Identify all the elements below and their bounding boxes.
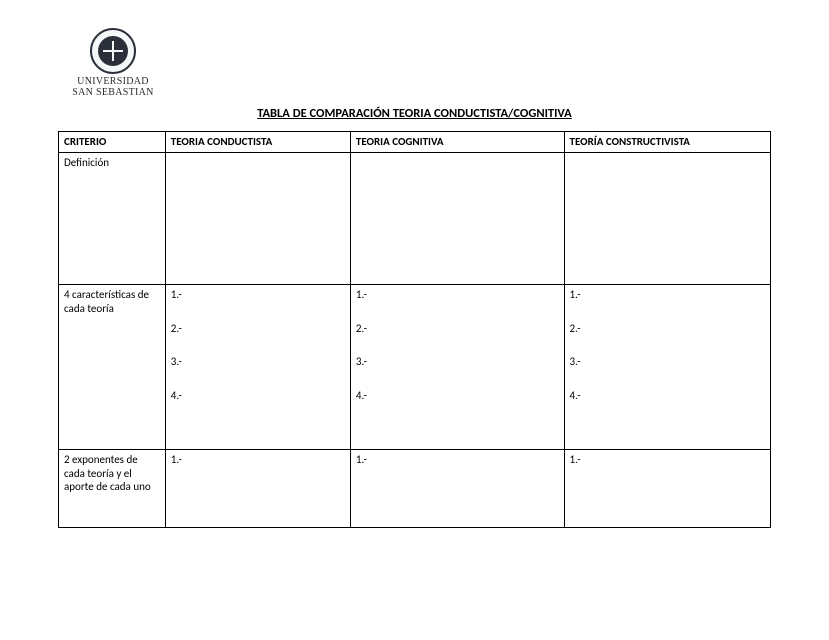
cell-criterio-exponentes: 2 exponentes de cada teoría y el aporte … xyxy=(59,449,166,527)
university-name: UNIVERSIDAD SAN SEBASTIAN xyxy=(72,76,153,98)
university-seal-icon xyxy=(90,28,136,74)
list-item: 2.- xyxy=(356,322,559,336)
list-item: 2.- xyxy=(171,322,345,336)
cell-criterio-caracteristicas: 4 características de cada teoría xyxy=(59,284,166,449)
list-item: 4.- xyxy=(570,389,766,403)
cell-car-constructivista: 1.- 2.- 3.- 4.- xyxy=(564,284,771,449)
table-row: 2 exponentes de cada teoría y el aporte … xyxy=(59,449,771,527)
university-logo-block: UNIVERSIDAD SAN SEBASTIAN xyxy=(58,28,168,98)
col-header-cognitiva: TEORIA COGNITIVA xyxy=(350,132,564,153)
list-item: 3.- xyxy=(570,355,766,369)
table-row: 4 características de cada teoría 1.- 2.-… xyxy=(59,284,771,449)
col-header-criterio: CRITERIO xyxy=(59,132,166,153)
cell-car-cognitiva: 1.- 2.- 3.- 4.- xyxy=(350,284,564,449)
cell-exp-constructivista: 1.- xyxy=(564,449,771,527)
list-item: 3.- xyxy=(171,355,345,369)
list-item: 1.- xyxy=(356,288,559,302)
list-item: 4.- xyxy=(356,389,559,403)
cell-criterio-definicion: Definición xyxy=(59,152,166,284)
comparison-table: CRITERIO TEORIA CONDUCTISTA TEORIA COGNI… xyxy=(58,131,771,528)
cell-def-conductista xyxy=(165,152,350,284)
cell-exp-cognitiva: 1.- xyxy=(350,449,564,527)
document-page: UNIVERSIDAD SAN SEBASTIAN TABLA DE COMPA… xyxy=(0,0,829,548)
col-header-conductista: TEORIA CONDUCTISTA xyxy=(165,132,350,153)
university-name-line1: UNIVERSIDAD xyxy=(72,76,153,87)
table-header-row: CRITERIO TEORIA CONDUCTISTA TEORIA COGNI… xyxy=(59,132,771,153)
cell-def-cognitiva xyxy=(350,152,564,284)
list-item: 3.- xyxy=(356,355,559,369)
list-item: 1.- xyxy=(171,288,345,302)
list-item: 1.- xyxy=(570,288,766,302)
table-row: Definición xyxy=(59,152,771,284)
list-item: 4.- xyxy=(171,389,345,403)
document-title: TABLA DE COMPARACIÓN TEORIA CONDUCTISTA/… xyxy=(58,106,771,121)
cell-exp-conductista: 1.- xyxy=(165,449,350,527)
university-name-line2: SAN SEBASTIAN xyxy=(72,87,153,98)
cell-car-conductista: 1.- 2.- 3.- 4.- xyxy=(165,284,350,449)
cell-def-constructivista xyxy=(564,152,771,284)
list-item: 2.- xyxy=(570,322,766,336)
col-header-constructivista: TEORÍA CONSTRUCTIVISTA xyxy=(564,132,771,153)
